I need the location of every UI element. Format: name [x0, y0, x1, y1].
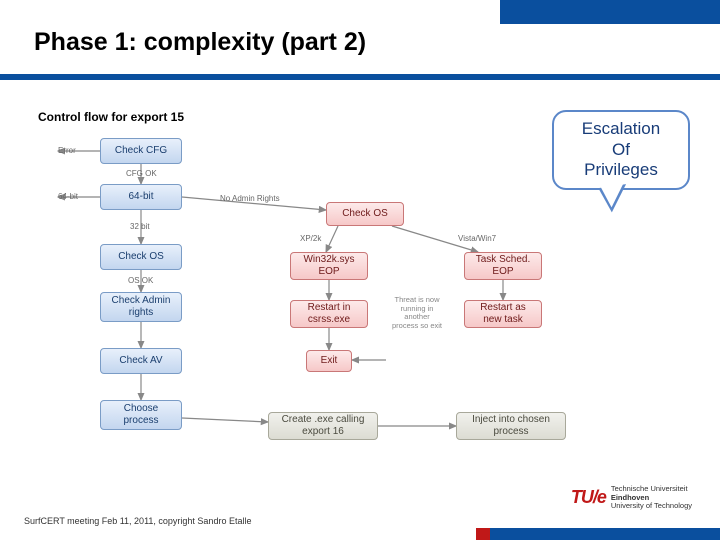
logo-text: Technische Universiteit Eindhoven Univer… [611, 485, 692, 510]
top-banner [500, 0, 720, 24]
node-restart_task: Restart as new task [464, 300, 542, 328]
bottom-band-red [476, 528, 490, 540]
node-task_sched: Task Sched. EOP [464, 252, 542, 280]
node-64bit: 64-bit [100, 184, 182, 210]
edge-label: Vista/Win7 [458, 234, 496, 243]
content-area: Control flow for export 15 Escalation Of… [38, 110, 700, 485]
logo-line3: University of Technology [611, 502, 692, 510]
edge-label: OS OK [128, 276, 153, 285]
node-check_cfg: Check CFG [100, 138, 182, 164]
node-check_os1: Check OS [100, 244, 182, 270]
logo-mark: TU/e [571, 487, 606, 508]
bottom-band [490, 528, 720, 540]
edge-label: CFG OK [126, 169, 157, 178]
node-choose_proc: Choose process [100, 400, 182, 430]
node-inject: Inject into chosen process [456, 412, 566, 440]
node-create_exe: Create .exe calling export 16 [268, 412, 378, 440]
edge-label: 32 bit [130, 222, 150, 231]
node-restart_csrss: Restart in csrss.exe [290, 300, 368, 328]
node-exit: Exit [306, 350, 352, 372]
edge-label: Error [58, 146, 76, 155]
title-underline [0, 74, 720, 80]
edge-label: No Admin Rights [220, 194, 280, 203]
flowchart-diagram: Check CFG 64-bit Check OS Check Admin right… [38, 128, 678, 468]
footer-text: SurfCERT meeting Feb 11, 2011, copyright… [24, 516, 251, 526]
node-win32k: Win32k.sys EOP [290, 252, 368, 280]
edge-label: XP/2k [300, 234, 321, 243]
node-check_av: Check AV [100, 348, 182, 374]
logo: TU/e Technische Universiteit Eindhoven U… [571, 485, 692, 510]
node-check_admin: Check Admin rights [100, 292, 182, 322]
side-note: Threat is now running in another process… [392, 296, 442, 331]
edge-label: 64-bit [58, 192, 78, 201]
node-check_os2: Check OS [326, 202, 404, 226]
page-title: Phase 1: complexity (part 2) [34, 28, 720, 57]
